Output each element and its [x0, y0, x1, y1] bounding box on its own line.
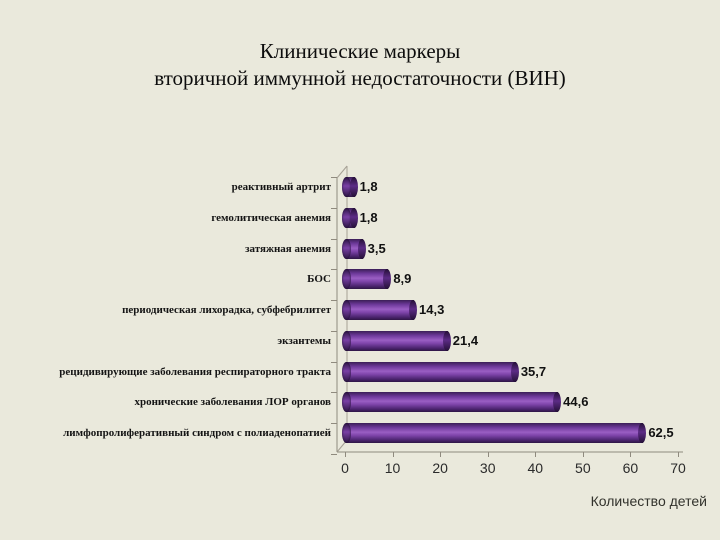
bar-right-cap: [442, 330, 451, 351]
x-axis-tick: [487, 452, 489, 457]
x-axis-tick: [440, 452, 442, 457]
bar-value-label: 14,3: [419, 302, 445, 317]
bar-value-label: 62,5: [648, 425, 674, 440]
bar-left-cap: [342, 207, 351, 228]
bar: [342, 361, 519, 382]
bar-right-cap: [409, 300, 418, 320]
x-axis-tick-label: 70: [670, 460, 686, 476]
category-axis-tick: [331, 269, 337, 270]
bar: [342, 269, 392, 290]
bar-right-cap: [357, 238, 366, 259]
bar-category-label: рецидивирующие заболевания респираторног…: [59, 365, 331, 378]
bar: [342, 177, 358, 197]
bar: [342, 207, 358, 228]
bar-category-label: хронические заболевания ЛОР органов: [134, 396, 331, 409]
bar-left-cap: [342, 392, 351, 413]
bar-right-cap: [510, 361, 519, 382]
x-axis-tick: [535, 452, 537, 457]
x-axis-tick: [630, 452, 632, 457]
chart-title: Клинические маркеры вторичной иммунной н…: [0, 38, 720, 92]
bar-value-label: 44,6: [563, 394, 589, 410]
bar-value-label: 21,4: [452, 332, 479, 348]
x-axis-tick: [582, 452, 584, 457]
bar-left-cap: [342, 238, 351, 259]
category-axis-tick: [331, 177, 337, 178]
x-axis-tick-label: 30: [479, 460, 496, 476]
bar-category-label: лимфопролиферативный синдром с полиадено…: [63, 427, 331, 439]
bar-right-cap: [349, 177, 358, 197]
bar: [342, 423, 647, 443]
bar-value-label: 35,7: [520, 363, 547, 379]
x-axis-tick-label: 10: [384, 460, 401, 476]
x-axis-tick: [345, 452, 346, 457]
bar-right-cap: [638, 423, 647, 443]
bar-right-cap: [349, 207, 358, 228]
bar-right-cap: [553, 392, 562, 413]
x-axis-caption: Количество детей: [590, 493, 707, 509]
bar-value-label: 8,9: [393, 271, 412, 287]
bar-left-cap: [342, 300, 351, 320]
category-axis-tick: [331, 454, 337, 455]
bar-category-label: реактивный артрит: [231, 181, 331, 193]
category-axis-tick: [331, 239, 337, 240]
category-axis-tick: [331, 208, 337, 209]
category-axis-tick: [331, 331, 337, 332]
bar-right-cap: [383, 269, 392, 290]
bar-left-cap: [342, 330, 351, 351]
bar-value-label: 1,8: [359, 179, 378, 194]
bar-left-cap: [342, 423, 351, 443]
category-axis-tick: [331, 362, 337, 363]
x-axis-tick: [392, 452, 394, 457]
bar-category-label: гемолитическая анемия: [211, 211, 331, 224]
bar: [342, 238, 366, 259]
x-axis-tick-label: 20: [432, 460, 448, 476]
x-axis-tick-label: 40: [527, 460, 544, 476]
bar-category-label: БОС: [307, 273, 331, 286]
bar-left-cap: [342, 269, 351, 290]
bar-category-label: периодическая лихорадка, субфебрилитет: [122, 304, 331, 316]
category-axis-tick: [331, 392, 337, 393]
bar-left-cap: [342, 361, 351, 382]
bar: [342, 330, 451, 351]
x-axis-tick-label: 0: [341, 460, 349, 476]
bar: [342, 300, 418, 320]
category-axis-tick: [331, 423, 337, 424]
category-axis-tick: [331, 300, 337, 301]
chart-title-line2: вторичной иммунной недостаточности (ВИН): [154, 66, 566, 90]
bar: [342, 392, 562, 413]
bar-category-label: экзантемы: [277, 334, 331, 347]
bar-value-label: 3,5: [367, 240, 386, 256]
x-axis-tick-label: 50: [575, 460, 591, 476]
bar-left-cap: [342, 177, 351, 197]
chart-title-line1: Клинические маркеры: [259, 39, 461, 63]
bar-value-label: 1,8: [359, 209, 378, 225]
x-axis-tick-label: 60: [622, 460, 639, 476]
bar-category-label: затяжная анемия: [245, 242, 331, 255]
x-axis-tick: [677, 452, 679, 457]
